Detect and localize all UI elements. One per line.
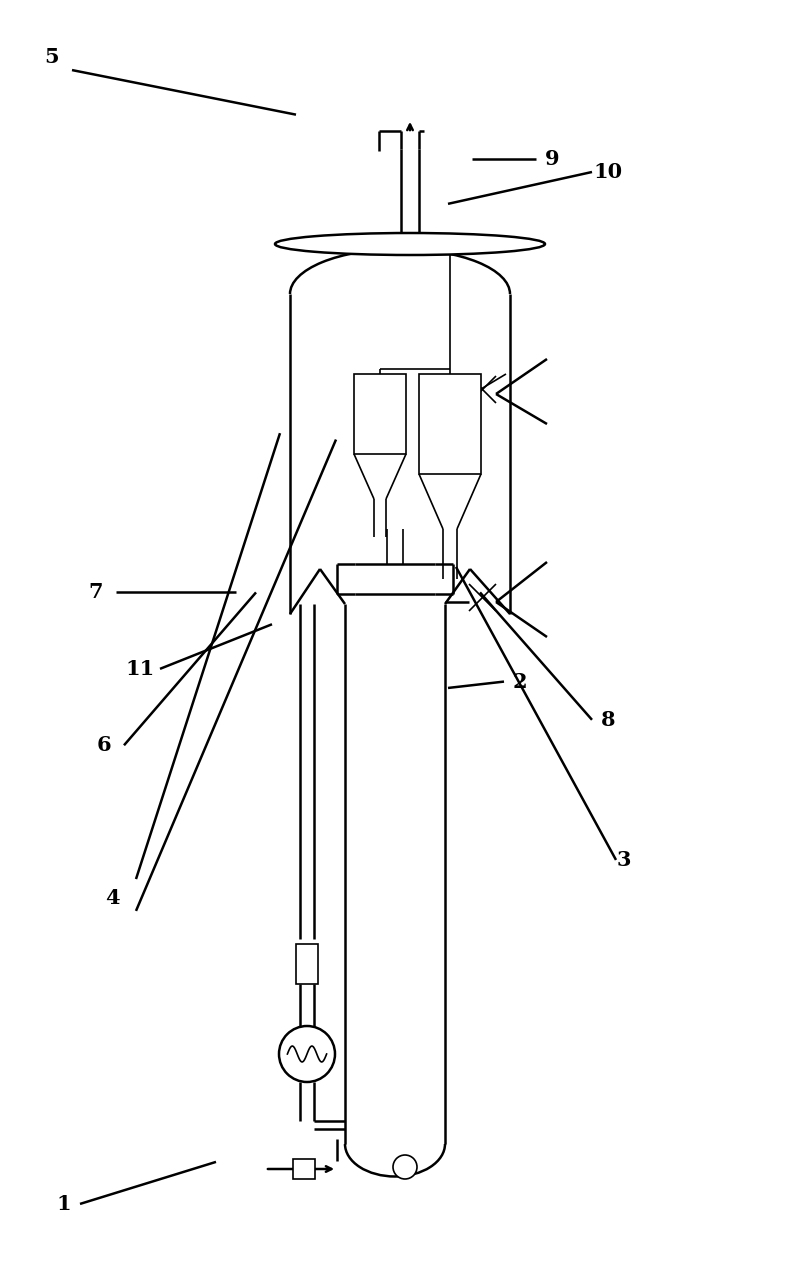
Text: 10: 10 xyxy=(594,162,622,182)
Text: 1: 1 xyxy=(57,1194,71,1214)
Text: 11: 11 xyxy=(126,659,154,679)
Bar xyxy=(293,1159,315,1178)
Text: 3: 3 xyxy=(617,850,631,870)
Text: 9: 9 xyxy=(545,149,559,169)
Bar xyxy=(296,944,318,984)
Ellipse shape xyxy=(275,233,545,255)
Bar xyxy=(419,375,481,474)
Text: 2: 2 xyxy=(513,671,527,692)
Text: 5: 5 xyxy=(45,47,59,68)
Circle shape xyxy=(393,1156,417,1178)
Text: 4: 4 xyxy=(105,888,119,908)
Text: 8: 8 xyxy=(601,710,615,730)
Bar xyxy=(354,375,406,454)
Circle shape xyxy=(279,1026,335,1082)
Text: 7: 7 xyxy=(89,582,103,603)
Text: 6: 6 xyxy=(97,735,111,755)
